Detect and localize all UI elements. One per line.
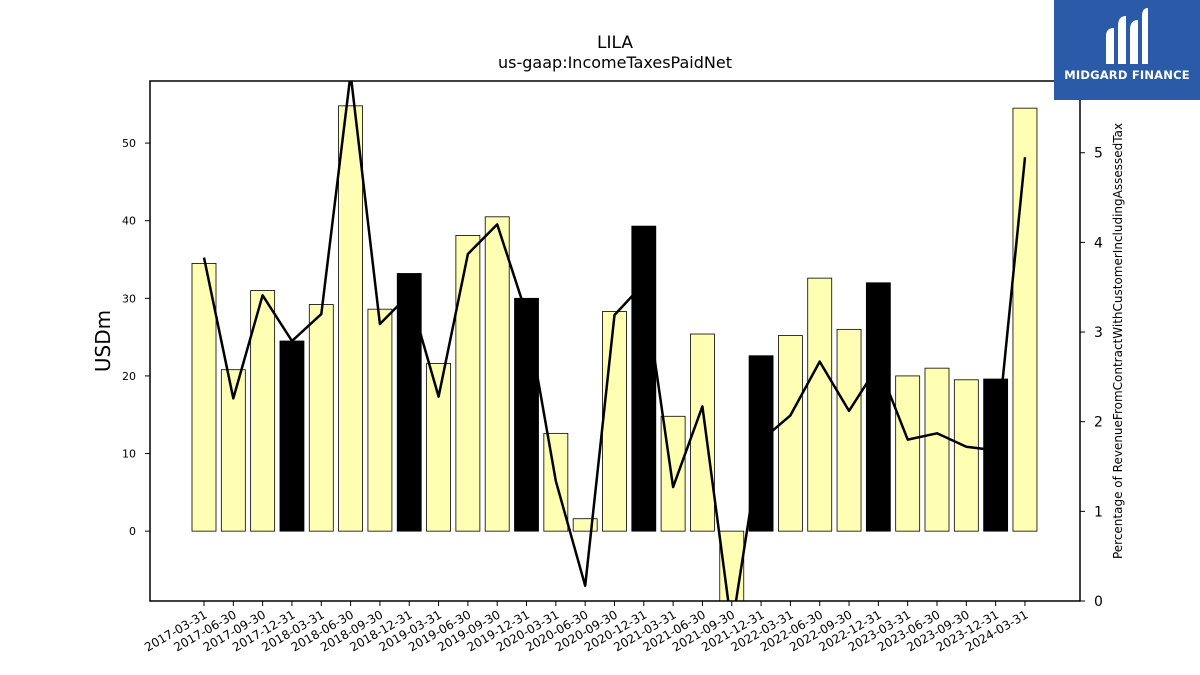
bar-2019-12-31	[514, 297, 539, 532]
y-tick-label: 40	[122, 215, 136, 228]
bar-2021-12-31	[748, 355, 774, 532]
chart-subtitle: us-gaap:IncomeTaxesPaidNet	[498, 53, 732, 72]
bar-2019-06-30	[455, 235, 481, 532]
line-series	[202, 81, 1027, 601]
bar-2020-12-31	[631, 225, 657, 532]
y2-tick-label: 4	[1094, 235, 1103, 251]
brand-logo-text: MIDGARD FINANCE	[1064, 68, 1190, 82]
brand-logo: MIDGARD FINANCE	[1054, 0, 1200, 100]
bar-2022-09-30	[836, 328, 862, 532]
bar-2024-03-31	[1012, 107, 1038, 532]
bar-2017-09-30	[250, 290, 276, 532]
bar-2017-12-31	[279, 340, 305, 532]
y2-tick-label: 3	[1094, 325, 1103, 341]
bar-2023-09-30	[953, 379, 979, 532]
y2-tick-label: 2	[1094, 415, 1103, 431]
bar-series	[191, 105, 1038, 602]
bar-2019-09-30	[484, 216, 510, 532]
y2-tick-label: 5	[1094, 146, 1103, 162]
y-tick-label: 0	[129, 525, 136, 538]
y2-tick-label: 1	[1094, 504, 1103, 520]
bar-2017-03-31	[191, 262, 217, 532]
bar-2023-12-31	[983, 378, 1009, 532]
bar-2022-03-31	[778, 335, 803, 532]
y-tick-label: 30	[122, 292, 136, 305]
bar-2020-06-30	[572, 518, 598, 532]
y-axis-left: 0 10 20 30 40 50	[122, 137, 150, 538]
bar-2020-09-30	[602, 311, 627, 532]
bar-2018-03-31	[308, 304, 334, 532]
bar-2023-03-31	[895, 375, 921, 532]
y-axis-right: 0 1 2 3 4 5	[1080, 146, 1103, 610]
y2-tick-label: 0	[1094, 594, 1103, 610]
bar-2022-12-31	[865, 282, 891, 532]
chart-title: LILA	[597, 33, 633, 53]
bar-2018-12-31	[396, 273, 422, 532]
y-tick-label: 50	[122, 137, 136, 150]
bar-2021-06-30	[690, 333, 715, 532]
bar-2019-03-31	[426, 363, 451, 532]
x-axis: 2017-03-312017-06-302017-09-302017-12-31…	[142, 601, 1030, 654]
bar-2018-09-30	[367, 308, 393, 532]
y-axis-label: USDm	[91, 310, 115, 372]
plot-frame	[149, 80, 1081, 602]
y-tick-label: 10	[122, 448, 136, 461]
bar-2018-06-30	[338, 105, 364, 532]
line-path	[202, 81, 1027, 601]
bar-2023-06-30	[924, 367, 950, 532]
y2-axis-label: Percentage of RevenueFromContractWithCus…	[1111, 123, 1125, 559]
midgard-logo-icon	[1106, 8, 1148, 64]
bar-2022-06-30	[807, 277, 833, 532]
y-tick-label: 20	[122, 370, 136, 383]
